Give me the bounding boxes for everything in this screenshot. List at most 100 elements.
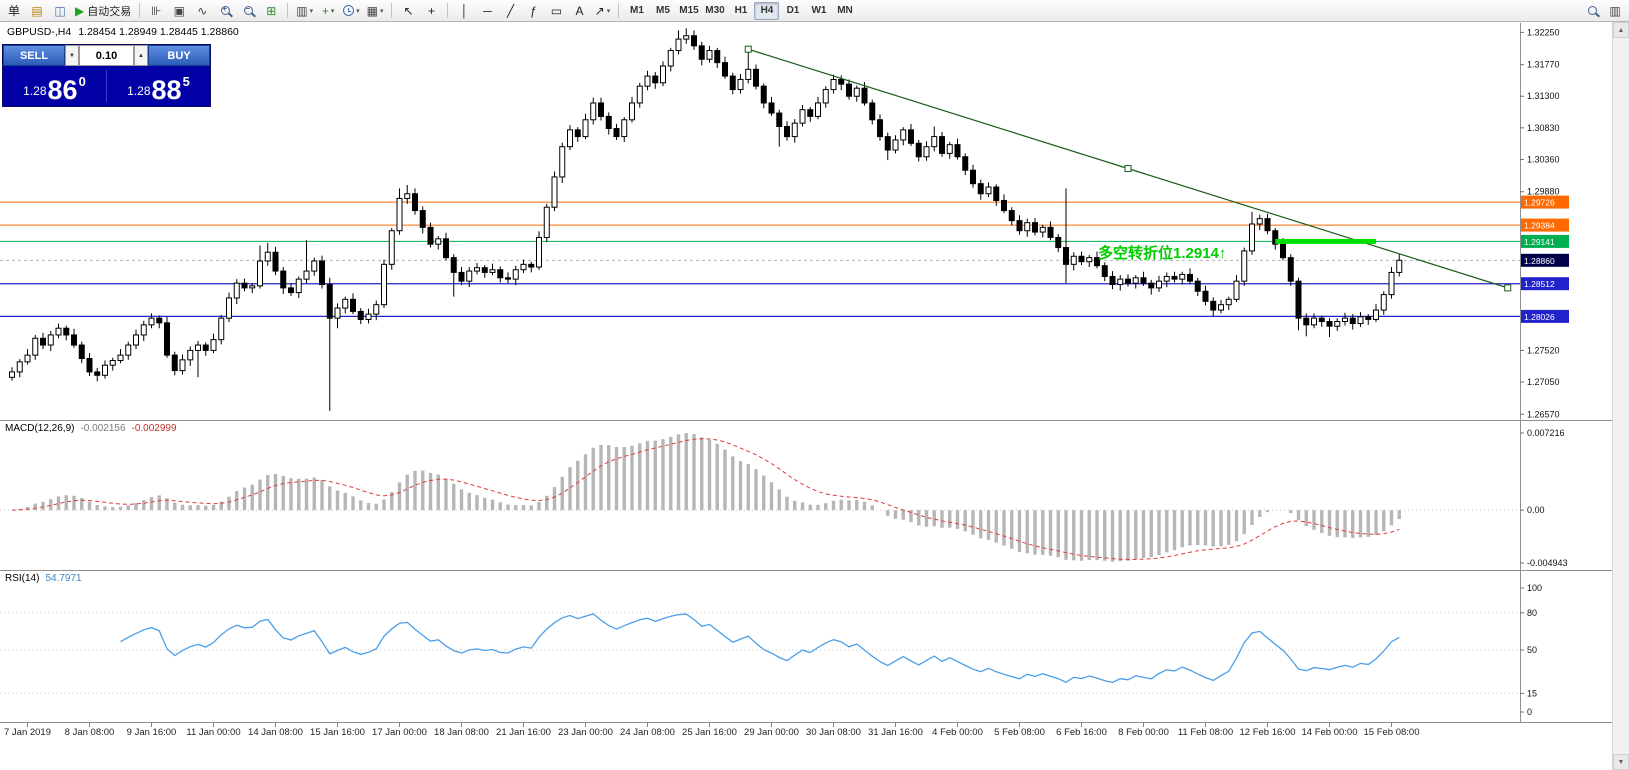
rsi-axis-label: 0 <box>1527 707 1532 717</box>
candle-body <box>1163 275 1170 282</box>
candle-body <box>884 136 891 151</box>
timeframe-h1-button[interactable]: H1 <box>734 5 748 16</box>
timeframe-w1-button[interactable]: W1 <box>811 5 827 16</box>
candle-body <box>1280 243 1286 259</box>
new-order-button[interactable]: 单 <box>3 1 25 21</box>
candle-body <box>838 78 845 85</box>
crosshair-button[interactable]: + <box>420 1 442 21</box>
zoom-out-button[interactable]: − <box>237 1 259 21</box>
tile-windows-button[interactable]: ⊞ <box>260 1 282 21</box>
autotrading-button[interactable]: ▶ 自动交易 <box>72 1 134 21</box>
sell-button[interactable]: SELL <box>3 45 65 66</box>
candle-body <box>117 354 124 362</box>
periods-button[interactable]: ▾ <box>340 1 363 21</box>
horizontal-line-button[interactable]: ─ <box>476 1 498 21</box>
candle-body <box>1241 250 1248 282</box>
timeframe-d1-button[interactable]: D1 <box>786 5 800 16</box>
candle-body <box>830 78 837 91</box>
volume-increase-button[interactable]: ▲ <box>134 45 148 66</box>
timeframe-m5-button[interactable]: M5 <box>656 5 670 16</box>
chart-shift-button[interactable]: ▥ <box>1604 1 1626 21</box>
trendline-anchor-marker[interactable] <box>1504 284 1512 292</box>
add-indicator-button[interactable]: + ▾ <box>317 1 339 21</box>
templates-button[interactable]: ▦ ▾ <box>364 1 387 21</box>
bid-price-big-digits: 86 <box>47 75 78 106</box>
candle-body <box>1342 317 1348 323</box>
chart-window-button[interactable]: ▤ <box>26 1 48 21</box>
indicator-window-button[interactable]: ▥ ▾ <box>293 1 316 21</box>
price-tick-label: 1.26570 <box>1527 409 1560 419</box>
shapes-button[interactable]: ▭ <box>545 1 567 21</box>
candle-body <box>1349 317 1356 325</box>
candle-body <box>16 361 23 373</box>
pivot-highlight-segment[interactable] <box>1275 238 1376 244</box>
candle-body <box>1078 255 1085 263</box>
line-chart-button[interactable]: ∿ <box>191 1 213 21</box>
candle-body <box>1326 321 1333 327</box>
profiles-button[interactable]: ◫ <box>49 1 71 21</box>
candle-body <box>1210 300 1217 311</box>
level-price-label-bg <box>1521 218 1569 232</box>
symbol-search-button[interactable] <box>1581 1 1603 21</box>
pivot-annotation-text[interactable]: 多空转折位1.2914↑ <box>1098 244 1226 262</box>
bid-price[interactable]: 1.28 86 0 <box>3 66 106 106</box>
ask-price-prefix: 1.28 <box>127 84 151 98</box>
candle-body <box>915 142 922 158</box>
tile-windows-icon: ⊞ <box>266 3 277 18</box>
bar-chart-button[interactable]: ⊪ <box>145 1 167 21</box>
scroll-up-button[interactable]: ▲ <box>1613 22 1629 38</box>
timeframe-m30-button[interactable]: M30 <box>705 5 725 16</box>
zoom-in-button[interactable]: + <box>214 1 236 21</box>
candle-body <box>954 144 961 158</box>
candle-body <box>729 75 736 91</box>
candle-body <box>652 75 659 84</box>
text-tool-button[interactable]: A <box>568 1 590 21</box>
volume-input[interactable]: 0.10 <box>79 45 134 66</box>
time-label: 6 Feb 16:00 <box>1056 727 1107 738</box>
arrows-tool-button[interactable]: ↗ ▾ <box>591 1 613 21</box>
candle-body <box>869 102 876 121</box>
scroll-down-button[interactable]: ▼ <box>1613 754 1629 770</box>
candle-body <box>233 282 240 299</box>
ask-price[interactable]: 1.28 88 5 <box>107 66 210 106</box>
cursor-button[interactable]: ↖ <box>397 1 419 21</box>
candle-body <box>125 344 132 356</box>
candle-body <box>993 186 1000 201</box>
candle-body <box>272 251 279 272</box>
candle-body <box>1388 271 1395 296</box>
vertical-line-button[interactable]: │ <box>453 1 475 21</box>
candle-body <box>1156 280 1162 289</box>
candle-body <box>505 277 511 280</box>
trendline-anchor-marker[interactable] <box>744 45 752 53</box>
candle-body <box>1318 317 1325 323</box>
rsi-axis-label: 80 <box>1527 608 1537 618</box>
fibonacci-button[interactable]: ƒ <box>522 1 544 21</box>
chevron-down-icon: ▾ <box>309 7 314 15</box>
candlestick-chart-button[interactable]: ▣ <box>168 1 190 21</box>
vertical-scrollbar[interactable]: ▲ ▼ <box>1612 22 1629 770</box>
candle-body <box>257 260 263 287</box>
candle-body <box>691 35 697 47</box>
candle-body <box>412 193 418 212</box>
toolbar-separator <box>618 3 620 18</box>
bid-price-pipette: 0 <box>78 74 86 89</box>
bid-price-prefix: 1.28 <box>23 84 47 98</box>
timeframe-mn-button[interactable]: MN <box>837 5 853 16</box>
trendline-tool-button[interactable]: ╱ <box>499 1 521 21</box>
candle-body <box>528 263 535 268</box>
candle-body <box>1256 218 1263 225</box>
candle-body <box>334 307 341 319</box>
macd-signal-line <box>11 438 1400 561</box>
timeframe-m1-button[interactable]: M1 <box>630 5 644 16</box>
candle-body <box>1055 236 1062 249</box>
timeframe-h4-button[interactable]: H4 <box>754 1 780 20</box>
candle-body <box>776 112 783 128</box>
volume-decrease-button[interactable]: ▼ <box>65 45 79 66</box>
price-tick-label: 1.29880 <box>1527 187 1560 197</box>
buy-button[interactable]: BUY <box>148 45 210 66</box>
trendline-anchor-marker[interactable] <box>1124 165 1132 173</box>
candle-body <box>404 193 411 199</box>
candle-body <box>1334 321 1341 327</box>
timeframe-m15-button[interactable]: M15 <box>679 5 699 16</box>
